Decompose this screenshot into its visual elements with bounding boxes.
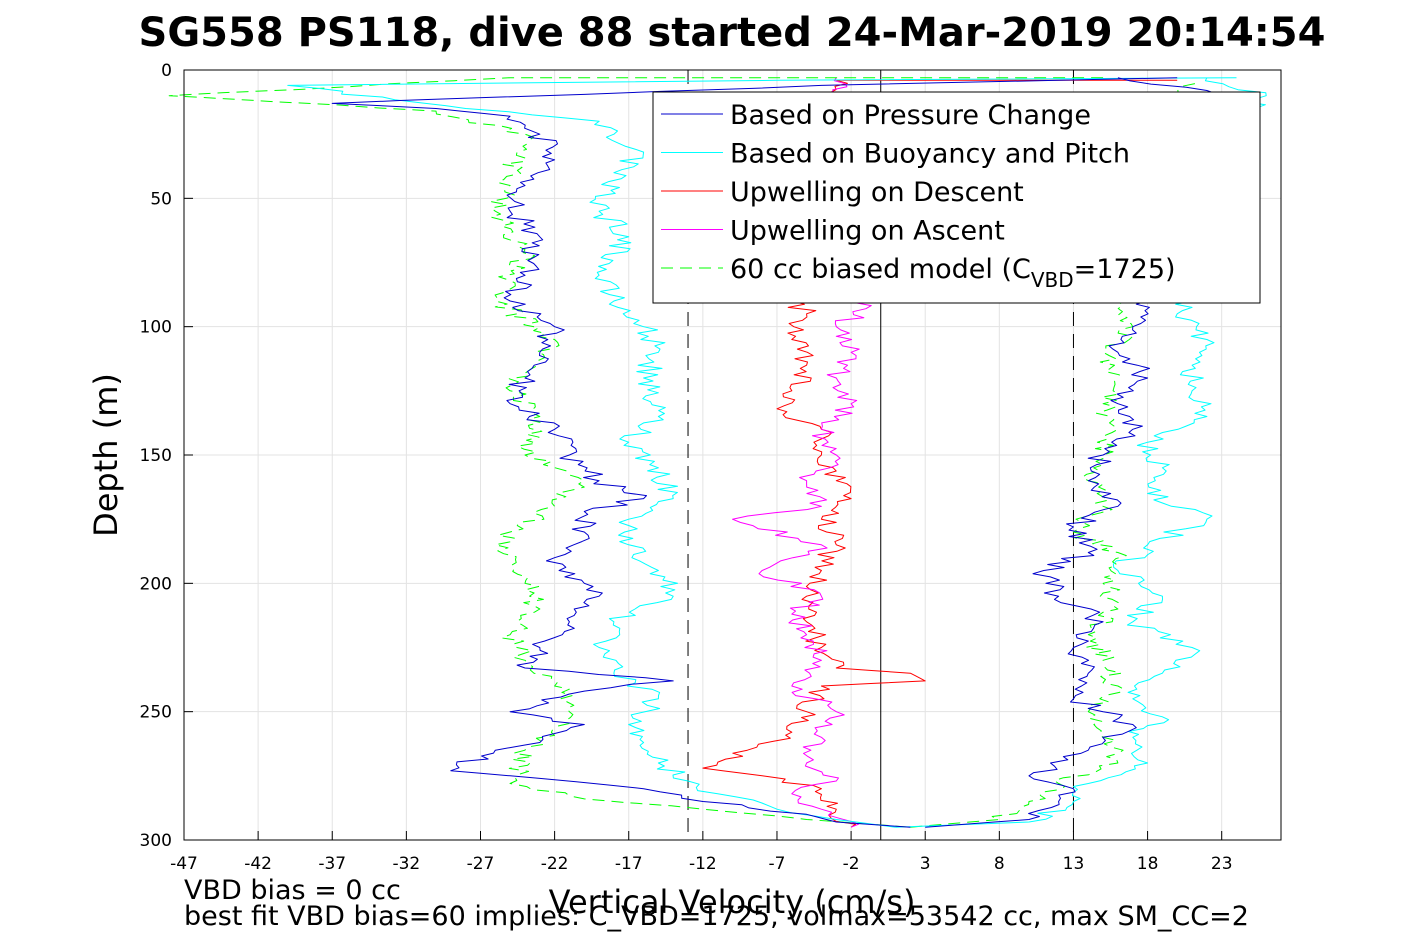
- legend-box: [652, 91, 1261, 304]
- y-tick-label: 250: [140, 703, 172, 723]
- y-tick-label: 150: [140, 446, 172, 466]
- x-tick-label: 13: [1063, 854, 1085, 874]
- x-tick-label: 23: [1211, 854, 1233, 874]
- legend-label: Upwelling on Ascent: [730, 216, 1005, 247]
- vbd-bias-note: VBD bias = 0 cc: [184, 875, 401, 906]
- x-tick-label: -32: [392, 854, 420, 874]
- legend-label: Based on Pressure Change: [730, 100, 1091, 131]
- x-tick-label: -22: [541, 854, 569, 874]
- best-fit-note: best fit VBD bias=60 implies: C_VBD=1725…: [184, 901, 1249, 932]
- x-tick-label: 18: [1137, 854, 1159, 874]
- y-tick-label: 100: [140, 318, 172, 338]
- x-axis-label: Vertical Velocity (cm/s): [549, 883, 916, 921]
- x-tick-label: 3: [920, 854, 931, 874]
- y-tick-label: 200: [140, 574, 172, 594]
- x-tick-label: -47: [170, 854, 198, 874]
- legend-suffix: =1725): [1074, 254, 1176, 285]
- x-tick-label: -17: [615, 854, 643, 874]
- x-tick-label: -37: [318, 854, 346, 874]
- y-tick-label: 300: [140, 831, 172, 851]
- x-axis-ticks: -47 -42 -37 -32 -27 -22 -17 -12 -7 -2 3 8 13 18 23: [170, 831, 1233, 874]
- y-tick-label: 0: [161, 61, 172, 81]
- legend: Based on Pressure Change Based on Buoyanc…: [652, 91, 1261, 304]
- y-axis-label: Depth (m): [87, 373, 125, 537]
- y-axis-ticks: 0 50 100 150 200 250 300: [140, 61, 193, 851]
- x-tick-label: -42: [244, 854, 272, 874]
- series-line-down: [287, 77, 1237, 828]
- x-tick-label: 8: [994, 854, 1005, 874]
- y-tick-label: 50: [150, 189, 172, 209]
- x-tick-label: -12: [689, 854, 717, 874]
- legend-subscript: VBD: [1031, 268, 1074, 292]
- legend-label: Based on Buoyancy and Pitch: [730, 139, 1130, 170]
- x-tick-label: -7: [768, 854, 785, 874]
- legend-label: Upwelling on Descent: [730, 177, 1024, 208]
- x-tick-label: -27: [467, 854, 495, 874]
- series-line-down: [168, 77, 1104, 828]
- series-line-down: [331, 77, 1178, 828]
- x-tick-label: -2: [843, 854, 860, 874]
- chart-title: SG558 PS118, dive 88 started 24-Mar-2019…: [139, 10, 1326, 56]
